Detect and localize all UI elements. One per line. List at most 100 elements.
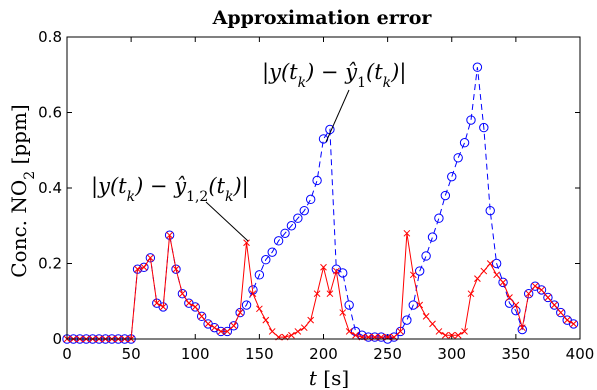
data-point <box>243 239 250 247</box>
data-point <box>435 328 443 335</box>
data-point <box>414 266 425 276</box>
data-point <box>332 267 340 275</box>
data-point <box>249 290 257 298</box>
data-point <box>236 309 244 316</box>
y-tick-label: 0.8 <box>38 28 62 46</box>
x-tick-label: 250 <box>373 345 402 363</box>
data-point <box>491 258 502 269</box>
data-point <box>485 205 495 216</box>
data-point <box>556 307 566 318</box>
data-point <box>531 282 539 290</box>
y-axis-label: Conc. NO2 [ppm] <box>7 104 38 278</box>
data-point <box>518 324 526 332</box>
data-point <box>479 122 489 133</box>
data-point <box>434 213 444 223</box>
data-point <box>466 115 476 125</box>
series-line <box>67 67 574 340</box>
data-point <box>549 300 560 310</box>
data-point <box>499 279 507 286</box>
data-point <box>429 320 436 328</box>
data-point <box>550 301 558 309</box>
data-point <box>427 232 438 242</box>
data-point <box>536 285 547 295</box>
series-1 <box>62 62 579 344</box>
data-point <box>402 315 412 325</box>
data-point <box>299 205 309 216</box>
data-point <box>198 312 206 320</box>
x-tick-label: 300 <box>437 345 466 363</box>
data-point <box>403 229 411 237</box>
annotation-yhat12-label: |y(tk) − ŷ1,2(tk)| <box>91 174 249 205</box>
data-point <box>409 271 417 279</box>
data-point <box>422 312 430 320</box>
data-point <box>345 328 353 335</box>
data-point <box>262 316 270 324</box>
data-point <box>300 324 308 332</box>
data-point <box>268 328 276 335</box>
data-point <box>397 328 404 335</box>
data-point <box>454 331 462 339</box>
data-point <box>480 267 488 275</box>
chart-title: Approximation error <box>212 7 433 29</box>
data-point <box>525 290 533 298</box>
data-point <box>563 316 571 324</box>
data-point <box>145 253 156 263</box>
data-point <box>288 331 295 339</box>
data-point <box>191 303 199 311</box>
data-point <box>440 190 451 201</box>
data-point <box>229 321 239 331</box>
data-point <box>166 231 173 239</box>
data-point <box>320 263 327 271</box>
data-point <box>472 62 483 72</box>
data-point <box>147 254 154 262</box>
data-point <box>196 311 207 322</box>
x-tick-label: 150 <box>245 345 274 363</box>
series <box>62 62 579 344</box>
plot-frame <box>66 36 581 340</box>
data-point <box>305 194 316 205</box>
data-point <box>448 331 456 339</box>
data-point <box>256 305 263 313</box>
data-point <box>241 300 252 310</box>
x-axis-label: t [s] <box>309 366 349 390</box>
data-point <box>254 270 265 280</box>
data-point <box>453 153 463 163</box>
data-point <box>344 300 354 310</box>
x-tick-label: 350 <box>502 345 531 363</box>
data-point <box>280 228 290 239</box>
data-point <box>352 331 359 339</box>
data-point <box>172 265 180 273</box>
x-tick-label: 50 <box>122 345 141 363</box>
data-point <box>408 300 418 310</box>
data-point <box>159 303 167 311</box>
data-point <box>204 320 212 328</box>
data-point <box>538 286 545 294</box>
data-point <box>543 292 553 303</box>
data-point <box>312 175 322 186</box>
data-point <box>185 299 193 307</box>
data-point <box>493 271 500 279</box>
data-point <box>273 236 284 246</box>
x-tick-label: 100 <box>181 345 210 363</box>
data-point <box>461 328 468 335</box>
data-point <box>568 319 579 329</box>
data-point <box>267 247 277 257</box>
data-point <box>217 328 225 335</box>
series-2 <box>63 229 577 343</box>
data-point <box>177 289 188 299</box>
data-point <box>544 294 552 301</box>
data-point <box>326 290 334 298</box>
data-point <box>506 294 513 301</box>
data-point <box>350 326 361 337</box>
data-point <box>447 171 457 182</box>
data-point <box>474 275 481 282</box>
data-point <box>134 265 141 273</box>
x-tick-label: 0 <box>62 345 72 363</box>
series-line <box>67 233 574 340</box>
y-tick-label: 0.2 <box>38 255 62 273</box>
data-point <box>211 324 218 332</box>
data-point <box>230 322 238 330</box>
data-point <box>459 138 470 148</box>
data-point <box>416 301 424 309</box>
